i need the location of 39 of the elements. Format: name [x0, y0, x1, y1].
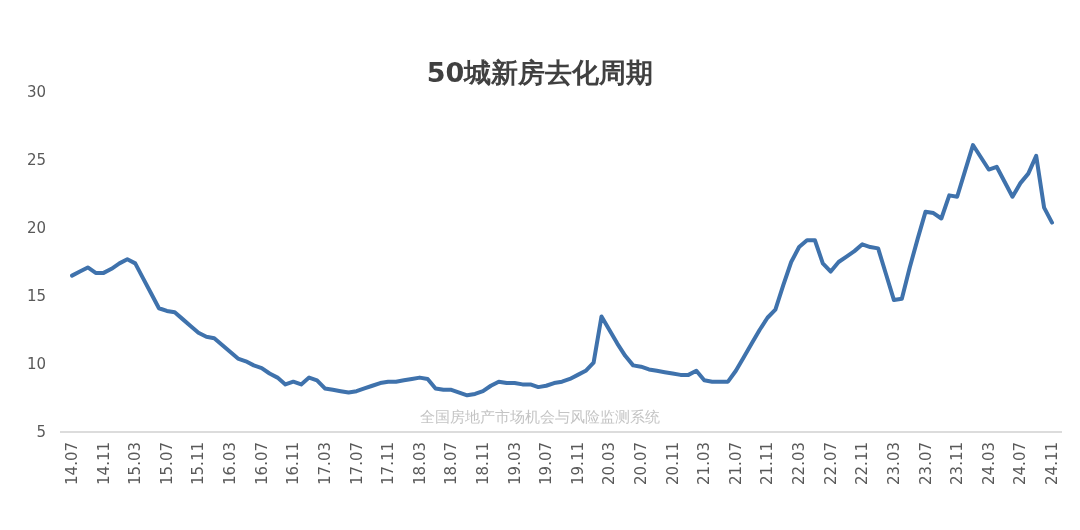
x-tick-label: 17.03 [315, 442, 334, 485]
x-tick-label: 23.03 [884, 442, 903, 485]
x-tick-label: 22.07 [821, 442, 840, 485]
x-tick-label: 17.07 [347, 442, 366, 485]
x-tick-label: 15.03 [126, 442, 145, 485]
x-tick-label: 19.11 [568, 442, 587, 485]
x-tick-label: 20.11 [663, 442, 682, 485]
y-tick-label: 10 [26, 355, 46, 373]
title: 50城新房去化周期 [426, 57, 654, 88]
x-tick-label: 21.11 [758, 442, 777, 485]
x-tick-label: 24.11 [1043, 442, 1061, 485]
x-tick-label: 15.07 [157, 442, 176, 485]
x-tick-label: 23.07 [916, 442, 935, 485]
x-tick-label: 16.07 [252, 442, 271, 485]
y-tick-label: 5 [36, 423, 46, 441]
x-tick-label: 17.11 [379, 442, 398, 485]
x-tick-label: 21.07 [726, 442, 745, 485]
x-tick-label: 14.11 [94, 442, 113, 485]
x-tick-label: 20.07 [632, 442, 651, 485]
y-tick-label: 15 [26, 287, 46, 305]
x-tick-label: 22.03 [790, 442, 809, 485]
x-tick-label: 20.03 [600, 442, 619, 485]
y-tick-label: 20 [26, 219, 46, 237]
y-tick-label: 30 [26, 83, 46, 101]
x-tick-label: 18.11 [473, 442, 492, 485]
x-tick-label: 23.11 [948, 442, 967, 485]
x-tick-label: 16.03 [221, 442, 240, 485]
x-tick-label: 15.11 [189, 442, 208, 485]
x-tick-label: 14.07 [63, 442, 81, 485]
x-tick-label: 18.03 [410, 442, 429, 485]
x-tick-label: 24.07 [1011, 442, 1030, 485]
x-tick-label: 21.03 [695, 442, 714, 485]
x-tick-label: 24.03 [979, 442, 998, 485]
x-tick-label: 18.07 [442, 442, 461, 485]
x-tick-label: 19.03 [505, 442, 524, 485]
y-tick-label: 25 [26, 151, 46, 169]
x-tick-label: 22.11 [853, 442, 872, 485]
x-tick-label: 16.11 [284, 442, 303, 485]
x-tick-label: 19.07 [537, 442, 556, 485]
